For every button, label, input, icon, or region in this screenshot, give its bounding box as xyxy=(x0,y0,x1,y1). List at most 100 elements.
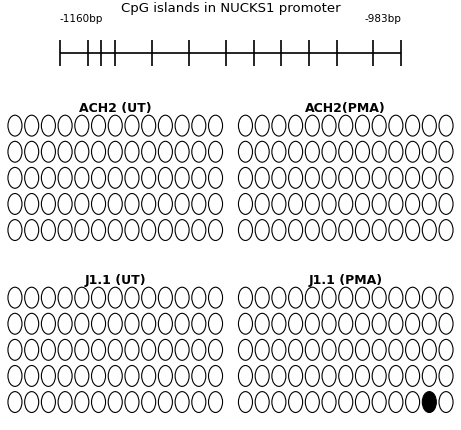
Ellipse shape xyxy=(255,115,269,136)
Ellipse shape xyxy=(439,287,453,308)
Ellipse shape xyxy=(389,115,403,136)
Ellipse shape xyxy=(255,366,269,387)
Ellipse shape xyxy=(255,339,269,360)
Ellipse shape xyxy=(175,115,189,136)
Ellipse shape xyxy=(439,141,453,162)
Ellipse shape xyxy=(322,339,336,360)
Ellipse shape xyxy=(406,366,420,387)
Ellipse shape xyxy=(305,115,319,136)
Ellipse shape xyxy=(92,313,106,334)
Ellipse shape xyxy=(125,366,139,387)
Ellipse shape xyxy=(24,392,39,412)
Ellipse shape xyxy=(255,220,269,240)
Ellipse shape xyxy=(208,141,223,162)
Ellipse shape xyxy=(355,220,369,240)
Ellipse shape xyxy=(406,392,420,412)
Ellipse shape xyxy=(58,392,72,412)
Ellipse shape xyxy=(406,167,420,188)
Ellipse shape xyxy=(24,220,39,240)
Ellipse shape xyxy=(192,392,206,412)
Ellipse shape xyxy=(125,167,139,188)
Ellipse shape xyxy=(108,167,122,188)
Ellipse shape xyxy=(272,339,286,360)
Ellipse shape xyxy=(192,287,206,308)
Ellipse shape xyxy=(41,167,55,188)
Ellipse shape xyxy=(272,392,286,412)
Ellipse shape xyxy=(372,167,386,188)
Ellipse shape xyxy=(372,392,386,412)
Ellipse shape xyxy=(159,287,172,308)
Ellipse shape xyxy=(75,194,89,215)
Ellipse shape xyxy=(289,339,302,360)
Ellipse shape xyxy=(289,167,302,188)
Ellipse shape xyxy=(238,339,253,360)
Ellipse shape xyxy=(389,392,403,412)
Ellipse shape xyxy=(108,313,122,334)
Ellipse shape xyxy=(75,287,89,308)
Ellipse shape xyxy=(289,392,302,412)
Ellipse shape xyxy=(192,313,206,334)
Ellipse shape xyxy=(272,194,286,215)
Ellipse shape xyxy=(238,220,253,240)
Ellipse shape xyxy=(305,220,319,240)
Ellipse shape xyxy=(58,141,72,162)
Ellipse shape xyxy=(238,115,253,136)
Ellipse shape xyxy=(208,392,223,412)
Ellipse shape xyxy=(439,167,453,188)
Ellipse shape xyxy=(58,313,72,334)
Ellipse shape xyxy=(355,287,369,308)
Ellipse shape xyxy=(8,194,22,215)
Ellipse shape xyxy=(58,366,72,387)
Ellipse shape xyxy=(142,115,156,136)
Text: -1160bp: -1160bp xyxy=(60,14,103,24)
Ellipse shape xyxy=(355,366,369,387)
Text: CpG islands in NUCKS1 promoter: CpG islands in NUCKS1 promoter xyxy=(121,2,340,15)
Ellipse shape xyxy=(439,339,453,360)
Ellipse shape xyxy=(322,167,336,188)
Ellipse shape xyxy=(389,339,403,360)
Ellipse shape xyxy=(389,194,403,215)
Ellipse shape xyxy=(41,313,55,334)
Ellipse shape xyxy=(41,115,55,136)
Ellipse shape xyxy=(355,115,369,136)
Ellipse shape xyxy=(255,167,269,188)
Ellipse shape xyxy=(159,167,172,188)
Ellipse shape xyxy=(75,339,89,360)
Ellipse shape xyxy=(159,313,172,334)
Ellipse shape xyxy=(24,313,39,334)
Ellipse shape xyxy=(41,392,55,412)
Ellipse shape xyxy=(238,366,253,387)
Ellipse shape xyxy=(238,287,253,308)
Ellipse shape xyxy=(58,194,72,215)
Ellipse shape xyxy=(41,287,55,308)
Ellipse shape xyxy=(192,366,206,387)
Ellipse shape xyxy=(372,194,386,215)
Ellipse shape xyxy=(8,167,22,188)
Ellipse shape xyxy=(8,392,22,412)
Ellipse shape xyxy=(406,220,420,240)
Ellipse shape xyxy=(272,115,286,136)
Ellipse shape xyxy=(8,115,22,136)
Ellipse shape xyxy=(439,392,453,412)
Ellipse shape xyxy=(24,287,39,308)
Ellipse shape xyxy=(24,194,39,215)
Ellipse shape xyxy=(175,141,189,162)
Ellipse shape xyxy=(208,339,223,360)
Ellipse shape xyxy=(75,366,89,387)
Ellipse shape xyxy=(208,287,223,308)
Ellipse shape xyxy=(322,141,336,162)
Ellipse shape xyxy=(255,194,269,215)
Ellipse shape xyxy=(389,141,403,162)
Ellipse shape xyxy=(24,141,39,162)
Ellipse shape xyxy=(339,220,353,240)
Ellipse shape xyxy=(422,287,437,308)
Ellipse shape xyxy=(192,167,206,188)
Ellipse shape xyxy=(406,115,420,136)
Ellipse shape xyxy=(305,313,319,334)
Ellipse shape xyxy=(159,141,172,162)
Ellipse shape xyxy=(255,392,269,412)
Ellipse shape xyxy=(142,167,156,188)
Text: J1.1 (PMA): J1.1 (PMA) xyxy=(309,274,383,287)
Ellipse shape xyxy=(125,141,139,162)
Ellipse shape xyxy=(439,115,453,136)
